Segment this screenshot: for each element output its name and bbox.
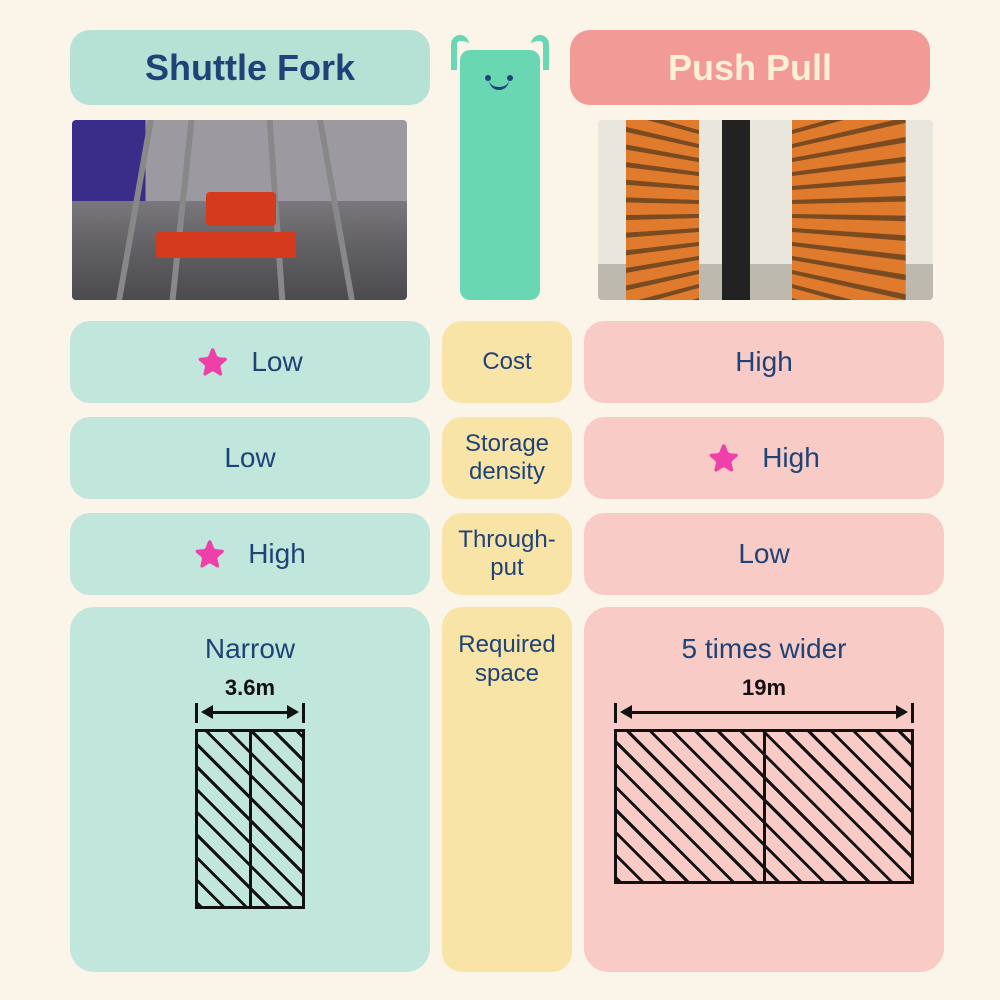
criteria-space: Required space [442,607,572,972]
cell-right-density-value: High [762,442,820,474]
cell-right-space: 5 times wider 19m [584,607,944,972]
right-space-dimension: 19m [584,675,944,701]
cell-left-cost: Low [70,321,430,403]
right-space-label: 5 times wider [584,633,944,665]
cell-right-throughput-value: Low [738,538,789,570]
criteria-space-text: Required space [450,631,564,689]
header-shuttle-fork: Shuttle Fork [70,30,430,105]
header-push-pull: Push Pull [570,30,930,105]
criteria-throughput: Through- put [442,513,572,595]
criteria-density-text: Storage density [450,430,564,485]
star-icon [197,346,229,378]
header-left-text: Shuttle Fork [145,47,355,89]
mascot-icon [445,20,555,300]
left-space-diagram [195,729,305,909]
cell-right-cost-value: High [735,346,793,378]
criteria-cost-text: Cost [482,348,531,376]
cell-right-density: High [584,417,944,499]
criteria-cost: Cost [442,321,572,403]
cell-left-throughput-value: High [248,538,306,570]
star-icon [708,442,740,474]
photo-shuttle-fork [72,120,407,300]
criteria-density: Storage density [442,417,572,499]
right-space-diagram [614,729,914,884]
cell-left-space: Narrow 3.6m [70,607,430,972]
header-right-text: Push Pull [668,47,832,89]
cell-left-cost-value: Low [251,346,302,378]
cell-left-density: Low [70,417,430,499]
photo-push-pull [598,120,933,300]
star-icon [194,538,226,570]
left-space-label: Narrow [70,633,430,665]
cell-right-throughput: Low [584,513,944,595]
criteria-throughput-text: Through- put [458,526,555,581]
left-space-dimension: 3.6m [70,675,430,701]
cell-left-density-value: Low [224,442,275,474]
cell-left-throughput: High [70,513,430,595]
cell-right-cost: High [584,321,944,403]
